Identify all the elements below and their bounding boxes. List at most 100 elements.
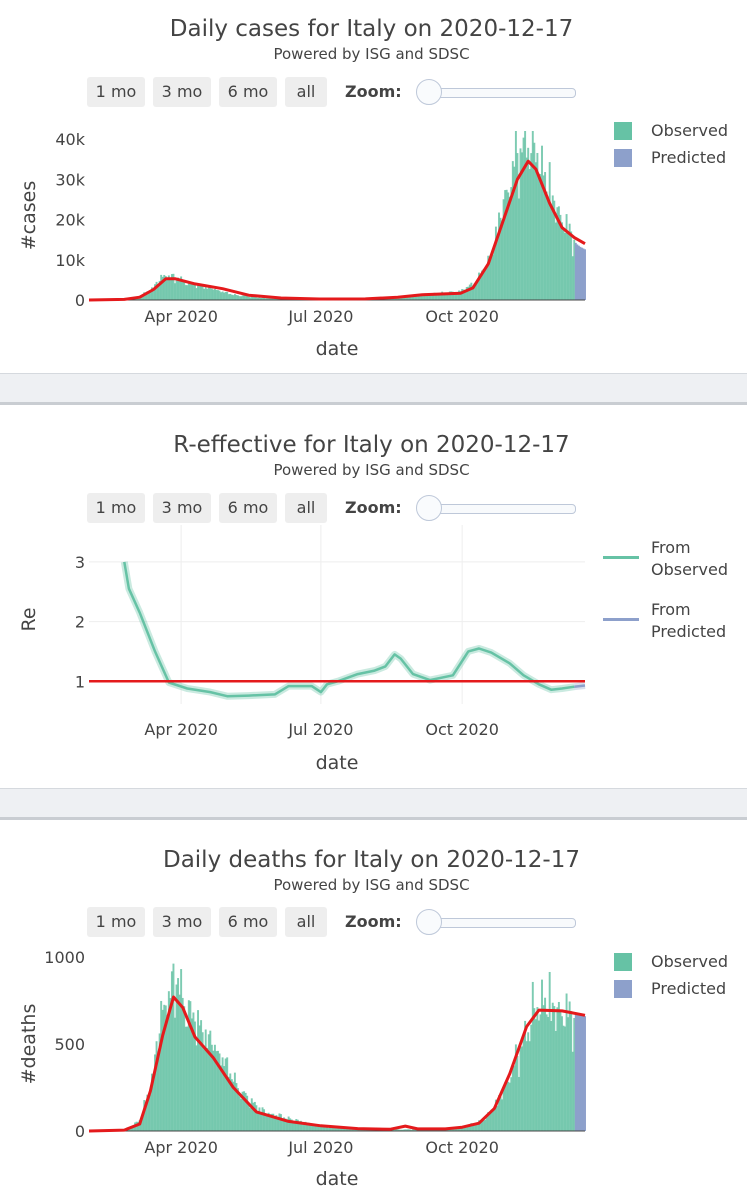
bar-observed: [264, 298, 267, 300]
legend-item-from-predicted[interactable]: From Predicted: [651, 600, 727, 641]
legend-swatch-predicted[interactable]: [614, 149, 632, 167]
legend-swatch-observed[interactable]: [614, 953, 632, 971]
bar-observed: [564, 232, 567, 300]
bar-observed: [181, 280, 184, 300]
bar-observed: [201, 286, 204, 300]
range-1mo-button[interactable]: 1 mo: [87, 493, 145, 523]
range-all-button[interactable]: all: [285, 907, 327, 937]
bar-observed: [255, 297, 258, 300]
bar-observed: [235, 1083, 238, 1131]
bar-observed: [203, 288, 206, 300]
bar-observed: [494, 226, 497, 300]
bar-observed: [303, 1124, 305, 1131]
range-3mo-button[interactable]: 3 mo: [153, 493, 211, 523]
bar-observed: [435, 293, 438, 300]
bar-observed: [193, 1021, 196, 1131]
legend-item-predicted[interactable]: Predicted: [651, 979, 727, 998]
bar-observed: [550, 1020, 553, 1131]
bar-observed: [181, 997, 184, 1131]
bar-observed: [260, 297, 262, 300]
bar-observed: [229, 1073, 232, 1131]
bar-observed: [524, 1020, 527, 1131]
bar-observed: [410, 1129, 413, 1131]
bar-observed: [531, 981, 534, 1131]
x-tick-label: Apr 2020: [144, 720, 217, 739]
chart-subtitle: Powered by ISG and SDSC: [273, 45, 470, 63]
bar-observed: [319, 1126, 322, 1131]
bar-observed: [522, 1034, 525, 1131]
bar-observed: [493, 1107, 496, 1131]
range-3mo-button[interactable]: 3 mo: [153, 77, 211, 107]
bar-observed: [490, 1109, 493, 1131]
bar-observed: [252, 296, 255, 300]
legend-item-predicted[interactable]: Predicted: [651, 148, 727, 167]
bar-observed: [413, 294, 416, 300]
range-all-button[interactable]: all: [285, 77, 327, 107]
bar-observed: [465, 287, 468, 300]
bar-observed: [293, 1121, 296, 1131]
legend-item-observed[interactable]: Observed: [651, 952, 728, 971]
zoom-slider-thumb[interactable]: [416, 495, 442, 521]
legend-item-observed[interactable]: Observed: [651, 121, 728, 140]
bar-observed: [272, 1113, 275, 1131]
range-6mo-button[interactable]: 6 mo: [219, 493, 277, 523]
legend-swatch-predicted[interactable]: [614, 980, 632, 998]
bar-observed: [218, 290, 221, 300]
y-tick-label: 30k: [55, 170, 85, 189]
bar-observed: [516, 1055, 519, 1131]
zoom-slider-thumb[interactable]: [416, 79, 442, 105]
x-axis-title: date: [316, 1168, 359, 1190]
bar-observed: [461, 289, 464, 300]
legend-line-from-observed[interactable]: [603, 556, 639, 559]
bar-observed: [567, 230, 570, 300]
bar-observed: [344, 1128, 347, 1131]
bar-observed: [521, 1046, 524, 1131]
zoom-slider-thumb[interactable]: [416, 909, 442, 935]
bar-observed: [244, 1092, 247, 1131]
bar-predicted: [577, 245, 580, 300]
range-all-button[interactable]: all: [285, 493, 327, 523]
bar-observed: [169, 277, 172, 300]
bar-observed: [562, 1025, 565, 1131]
x-tick-label: Jul 2020: [287, 307, 353, 326]
legend-item-from-observed[interactable]: From Observed: [651, 538, 728, 579]
legend-swatch-observed[interactable]: [614, 122, 632, 140]
bar-predicted: [577, 1014, 580, 1131]
bar-observed: [560, 222, 563, 300]
range-1mo-button[interactable]: 1 mo: [87, 77, 145, 107]
range-6mo-button[interactable]: 6 mo: [219, 77, 277, 107]
bar-observed: [350, 1128, 353, 1131]
bar-observed: [534, 1019, 537, 1131]
legend-line-from-predicted[interactable]: [603, 618, 639, 621]
bar-observed: [445, 292, 448, 300]
bar-observed: [227, 294, 230, 300]
bar-observed: [412, 295, 414, 300]
bar-observed: [140, 296, 143, 300]
bar-observed: [494, 1099, 497, 1131]
bar-observed: [556, 207, 559, 300]
bar-observed: [324, 1127, 327, 1131]
bar-observed: [541, 979, 543, 1131]
bar-observed: [330, 1128, 333, 1131]
bar-observed: [347, 1128, 350, 1131]
bar-observed: [261, 1107, 264, 1131]
zoom-label: Zoom:: [345, 82, 402, 101]
range-6mo-button[interactable]: 6 mo: [219, 907, 277, 937]
bar-predicted: [582, 1015, 585, 1131]
bar-observed: [264, 1114, 267, 1131]
bar-observed: [250, 296, 253, 300]
range-3mo-button[interactable]: 3 mo: [153, 907, 211, 937]
bar-observed: [514, 131, 517, 300]
bar-observed: [568, 1001, 571, 1131]
bar-observed: [402, 1129, 405, 1131]
re-predicted-line: [574, 684, 586, 688]
bar-observed: [479, 273, 482, 300]
bar-observed: [519, 1047, 522, 1131]
bar-observed: [279, 1114, 282, 1131]
range-1mo-button[interactable]: 1 mo: [87, 907, 145, 937]
bar-observed: [557, 1001, 560, 1131]
bar-observed: [455, 292, 457, 300]
bar-observed: [244, 295, 247, 300]
bar-observed: [154, 284, 156, 300]
bar-observed: [290, 1119, 293, 1131]
